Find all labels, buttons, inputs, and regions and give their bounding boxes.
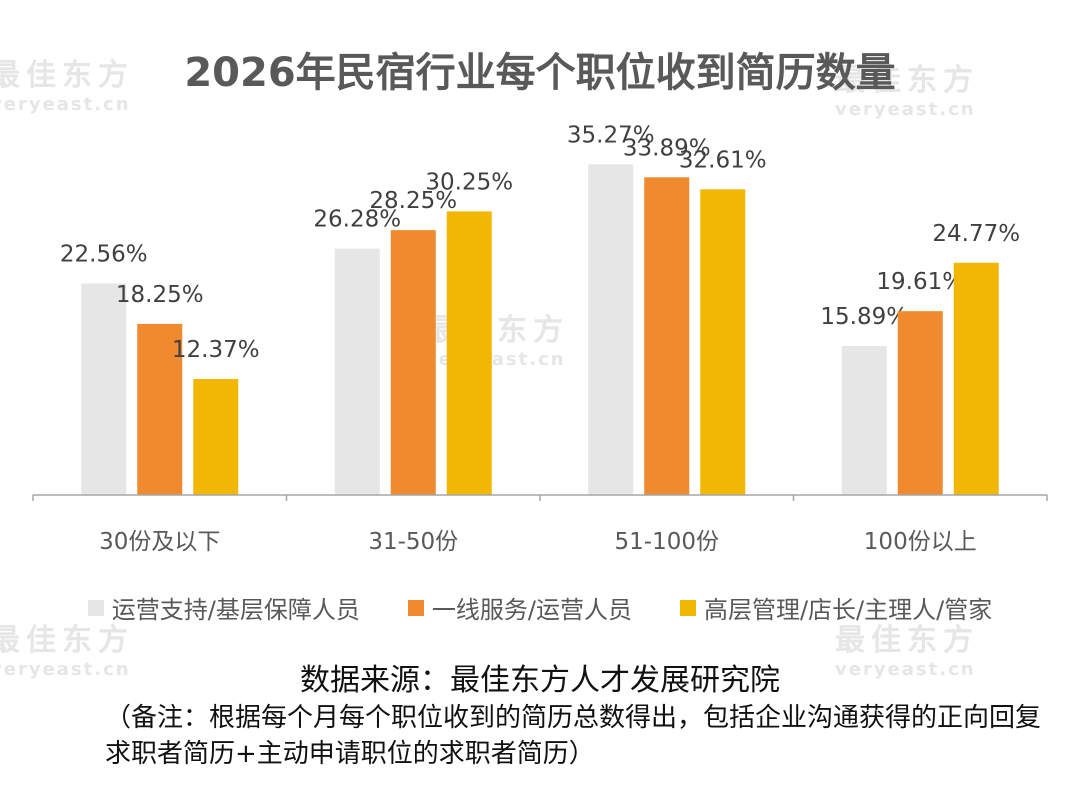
watermark: 最佳东方 veryeast.cn — [0, 50, 134, 115]
watermark-url: veryeast.cn — [0, 659, 131, 680]
watermark: 最佳东方 veryeast.cn — [0, 615, 134, 680]
bar — [137, 323, 183, 495]
data-label: 18.25% — [116, 282, 204, 308]
bar — [953, 262, 999, 495]
bar — [841, 346, 887, 495]
legend-item: 运营支持/基层保障人员 — [87, 590, 360, 625]
bar-chart: 22.56% 18.25% 12.37% 30份及以下 26.28%28.25%30.2… — [32, 122, 1048, 555]
data-label: 26.28% — [313, 207, 401, 233]
legend-swatch — [679, 599, 696, 616]
bar — [390, 230, 436, 495]
data-label: 24.77% — [932, 221, 1020, 247]
data-label: 22.56% — [60, 242, 148, 268]
watermark-brand: 最佳东方 — [0, 623, 134, 658]
bar — [588, 164, 634, 495]
data-label: 35.27% — [567, 122, 655, 148]
legend-label: 运营支持/基层保障人员 — [111, 596, 360, 624]
legend-swatch — [407, 599, 424, 616]
watermark-url: veryeast.cn — [0, 94, 131, 115]
data-source: 数据来源：最佳东方人才发展研究院 — [300, 663, 780, 698]
watermark-brand: 最佳东方 — [0, 58, 134, 93]
watermark-url: veryeast.cn — [835, 659, 976, 680]
x-tick-label: 31-50份 — [368, 529, 458, 555]
watermark-brand: 最佳东方 — [835, 623, 979, 658]
watermark-url: veryeast.cn — [835, 99, 976, 120]
watermark-brand: 最佳东方 — [835, 63, 979, 98]
bar — [644, 177, 690, 495]
data-label: 32.61% — [679, 147, 767, 173]
legend-label: 高层管理/店长/主理人/管家 — [703, 596, 993, 624]
legend: 运营支持/基层保障人员 一线服务/运营人员 高层管理/店长/主理人/管家 — [0, 590, 1080, 625]
watermark: 最佳东方 veryeast.cn — [835, 55, 979, 120]
chart-title: 2026年民宿行业每个职位收到简历数量 — [184, 50, 896, 96]
data-label: 33.89% — [623, 135, 711, 161]
x-tick-label: 51-100份 — [615, 529, 719, 555]
x-tick-label: 30份及以下 — [99, 529, 220, 555]
legend-item: 高层管理/店长/主理人/管家 — [679, 590, 993, 625]
footnote: （备注：根据每个月每个职位收到的简历总数得出，包括企业沟通获得的正向回复求职者简… — [105, 703, 1042, 769]
data-label: 15.89% — [820, 304, 908, 330]
x-tick-label: 100份以上 — [864, 529, 977, 555]
bar — [446, 211, 492, 495]
bar — [193, 379, 239, 495]
bar — [81, 283, 127, 495]
data-label: 28.25% — [369, 188, 457, 214]
bar — [700, 189, 746, 495]
data-label: 19.61% — [876, 269, 964, 295]
data-label: 30.25% — [425, 169, 513, 195]
legend-swatch — [87, 599, 104, 616]
bar — [334, 248, 380, 495]
bar — [897, 311, 943, 495]
legend-item: 一线服务/运营人员 — [407, 590, 632, 625]
watermark: 最佳东方 veryeast.cn — [835, 615, 979, 680]
legend-label: 一线服务/运营人员 — [431, 596, 632, 624]
data-label: 12.37% — [172, 337, 260, 363]
